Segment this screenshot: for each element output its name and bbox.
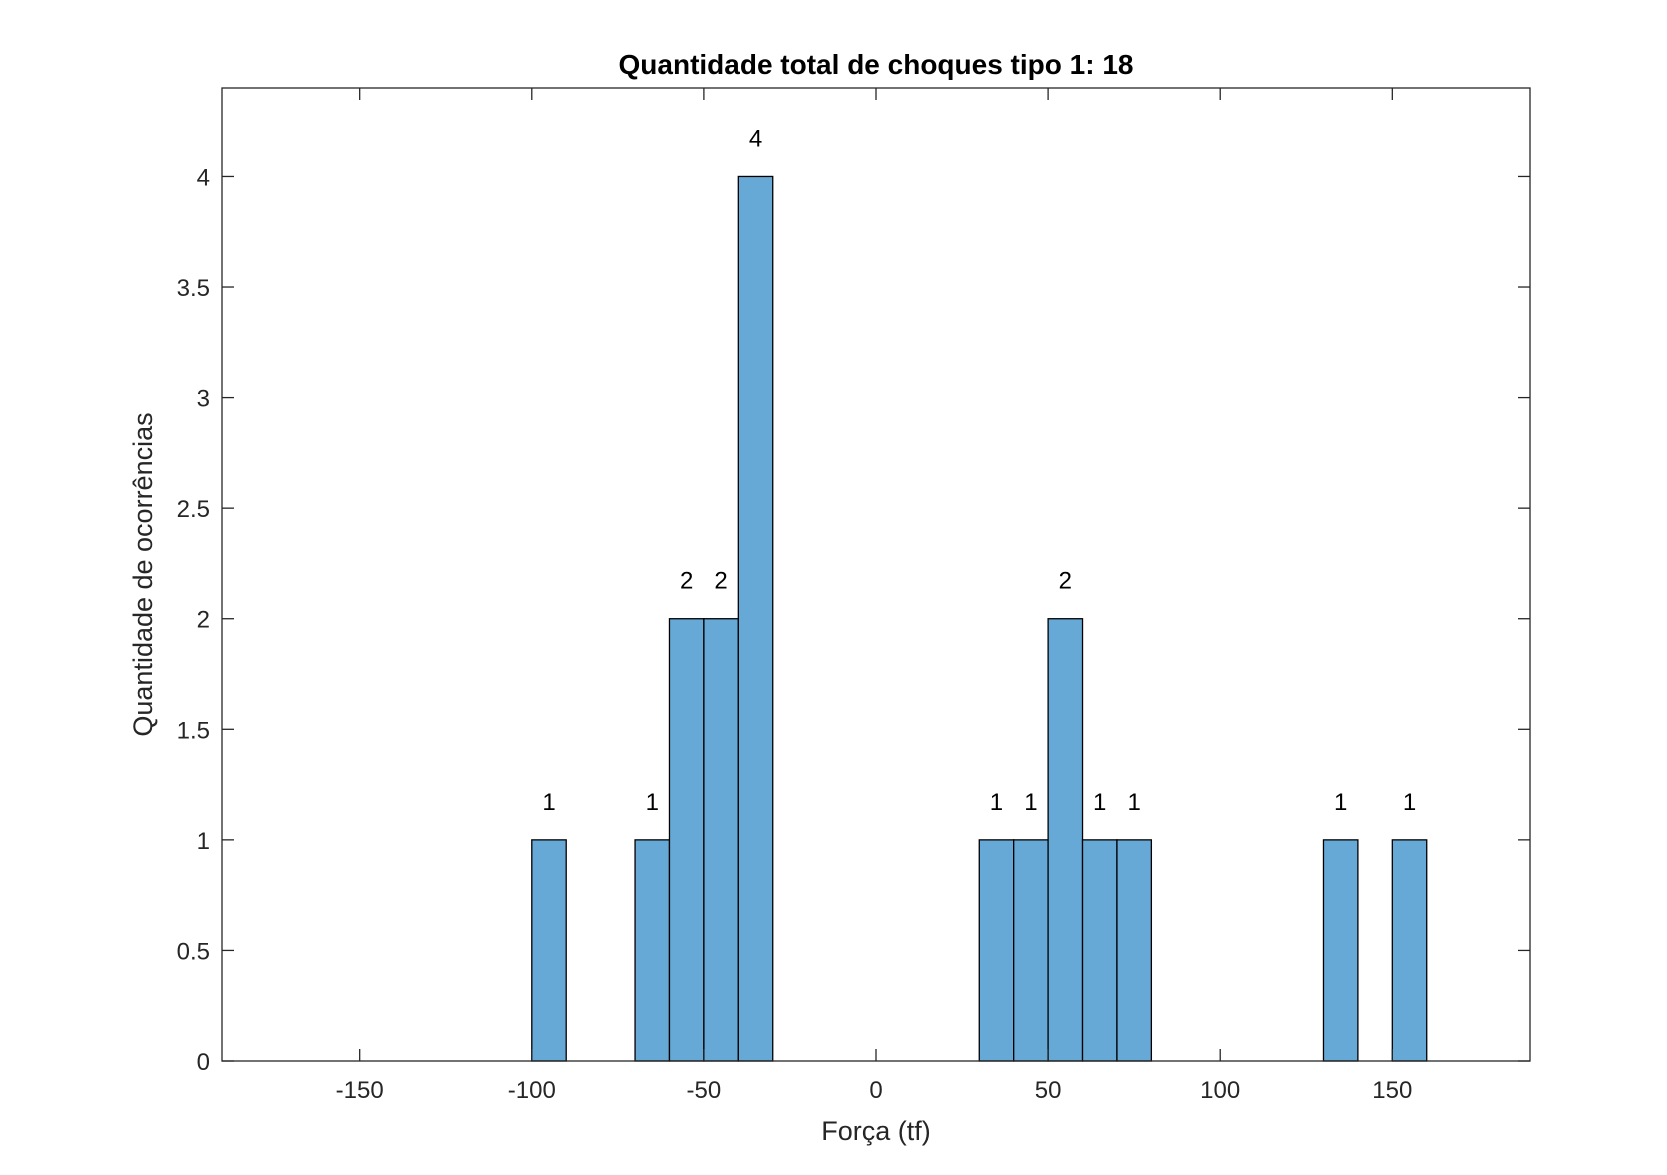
bar-count-label: 1 (1403, 789, 1416, 816)
histogram-bar (737, 175, 774, 1062)
y-tick-label: 0 (197, 1049, 210, 1076)
bar-count-label: 1 (1127, 789, 1140, 816)
bars-layer (531, 175, 1428, 1062)
bar-count-label: 1 (1334, 789, 1347, 816)
x-tick-label: 50 (1035, 1077, 1062, 1104)
y-tick-label: 4 (197, 164, 210, 191)
y-tick-label: 2.5 (177, 496, 210, 523)
plot-area (222, 88, 1530, 1061)
bar-count-label: 2 (714, 568, 727, 595)
bar-count-label: 1 (990, 789, 1003, 816)
histogram-bar (668, 618, 705, 1062)
bar-count-label: 1 (1024, 789, 1037, 816)
x-tick-label: 100 (1200, 1077, 1240, 1104)
histogram-bar (1391, 839, 1428, 1062)
histogram-bar (1013, 839, 1049, 1062)
x-tick-label: 150 (1372, 1077, 1412, 1104)
histogram-bar (634, 839, 671, 1062)
y-tick-label: 1.5 (177, 717, 210, 744)
bar-count-label: 1 (646, 789, 659, 816)
histogram-bar (1081, 839, 1118, 1062)
bar-count-label: 4 (749, 125, 762, 152)
histogram-bar (703, 618, 739, 1062)
histogram-bar (1047, 618, 1084, 1062)
bar-count-label: 2 (680, 568, 693, 595)
bar-count-label: 2 (1059, 568, 1072, 595)
x-tick-label: -50 (687, 1077, 722, 1104)
bar-count-label: 1 (1093, 789, 1106, 816)
y-tick-label: 3 (197, 386, 210, 413)
y-tick-label: 2 (197, 607, 210, 634)
histogram-bar (1322, 839, 1359, 1062)
y-tick-label: 0.5 (177, 938, 210, 965)
x-tick-labels: -150 -100 -50 0 50 100 150 (336, 1077, 1413, 1104)
x-tick-label: -150 (336, 1077, 384, 1104)
data-labels: 1 12 241 121 1 1 1 (542, 125, 1416, 815)
x-tick-label: 0 (869, 1077, 882, 1104)
bar-count-label: 1 (542, 789, 555, 816)
y-tick-label: 1 (197, 828, 210, 855)
x-axis-label: Força (tf) (821, 1116, 931, 1146)
x-tick-label: -100 (508, 1077, 556, 1104)
y-tick-label: 3.5 (177, 275, 210, 302)
y-tick-labels: 0 0.5 1 1.5 2 2.5 3 3.5 4 (177, 164, 210, 1076)
histogram-bar (978, 839, 1015, 1062)
histogram-bar (531, 839, 567, 1062)
chart-title: Quantidade total de choques tipo 1: 18 (619, 49, 1134, 80)
axes-box (221, 87, 1531, 1062)
y-axis-label: Quantidade de ocorrências (128, 412, 158, 736)
histogram-bar (1116, 839, 1153, 1062)
